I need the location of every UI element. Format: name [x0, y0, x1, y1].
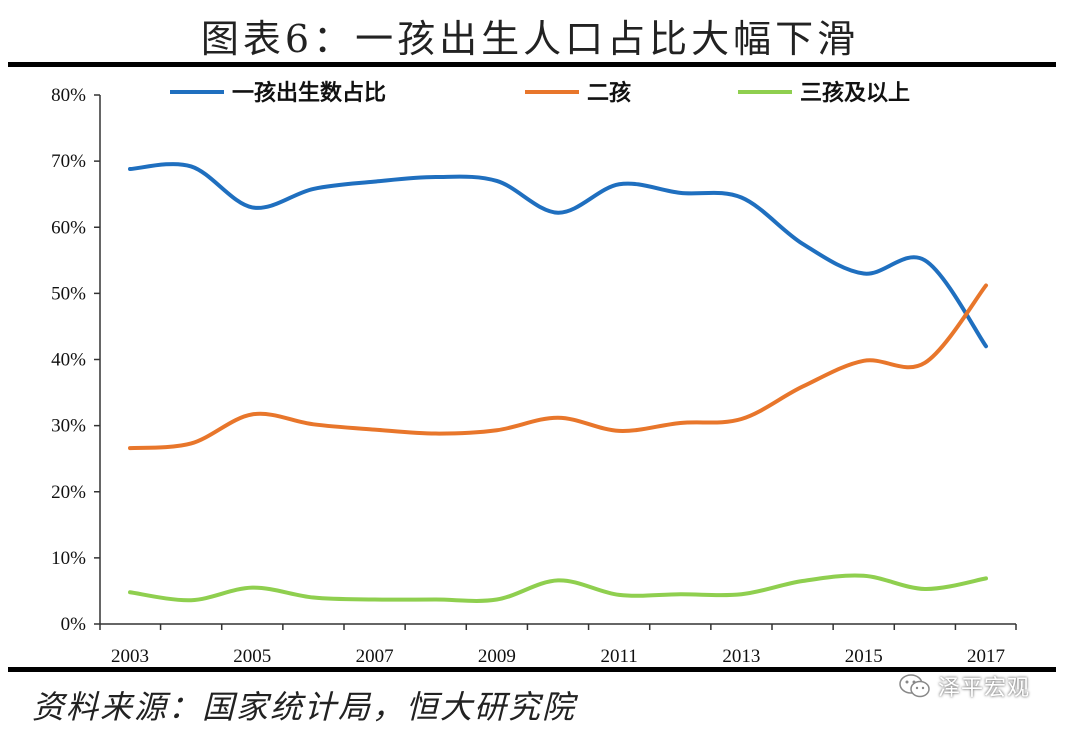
legend-label-first-child: 一孩出生数占比 — [232, 80, 386, 106]
watermark-text: 泽平宏观 — [938, 676, 1031, 701]
y-tick-label: 10% — [51, 548, 86, 569]
legend-label-third-plus: 三孩及以上 — [800, 80, 910, 106]
series-line-second-child — [128, 283, 988, 451]
source-note: 资料来源：国家统计局，恒大研究院 — [32, 688, 577, 726]
x-tick-label: 2011 — [600, 646, 637, 667]
legend: 一孩出生数占比 二孩 三孩及以上 — [170, 80, 910, 106]
bottom-rule — [8, 667, 1056, 672]
x-tick-label: 2017 — [967, 646, 1005, 667]
chart-title: 图表6：一孩出生人口占比大幅下滑 — [200, 17, 860, 61]
x-tick-label: 2005 — [233, 646, 271, 667]
x-tick-label: 2007 — [356, 646, 394, 667]
legend-label-second-child: 二孩 — [587, 80, 631, 106]
y-tick-label: 80% — [51, 85, 86, 106]
series-line-third-plus — [128, 573, 988, 603]
y-tick-label: 70% — [51, 151, 86, 172]
top-rule — [8, 62, 1056, 67]
axes: 0% 10% 20% 30% 40% 50% 60% 70% 80% 2003 2005 2007 20… — [51, 85, 1017, 667]
x-tick-label: 2015 — [845, 646, 883, 667]
y-tick-label: 30% — [51, 416, 86, 437]
y-tick-label: 20% — [51, 482, 86, 503]
x-tick-label: 2009 — [478, 646, 516, 667]
series-lines — [128, 162, 988, 603]
series-line-first-child — [128, 162, 988, 349]
y-tick-label: 40% — [51, 350, 86, 371]
y-tick-label: 60% — [51, 217, 86, 238]
x-tick-label: 2013 — [722, 646, 760, 667]
y-tick-label: 50% — [51, 283, 86, 304]
wechat-icon — [899, 674, 930, 698]
watermark: 泽平宏观 — [898, 668, 1030, 704]
y-tick-label: 0% — [61, 614, 87, 635]
x-tick-label: 2003 — [111, 646, 149, 667]
